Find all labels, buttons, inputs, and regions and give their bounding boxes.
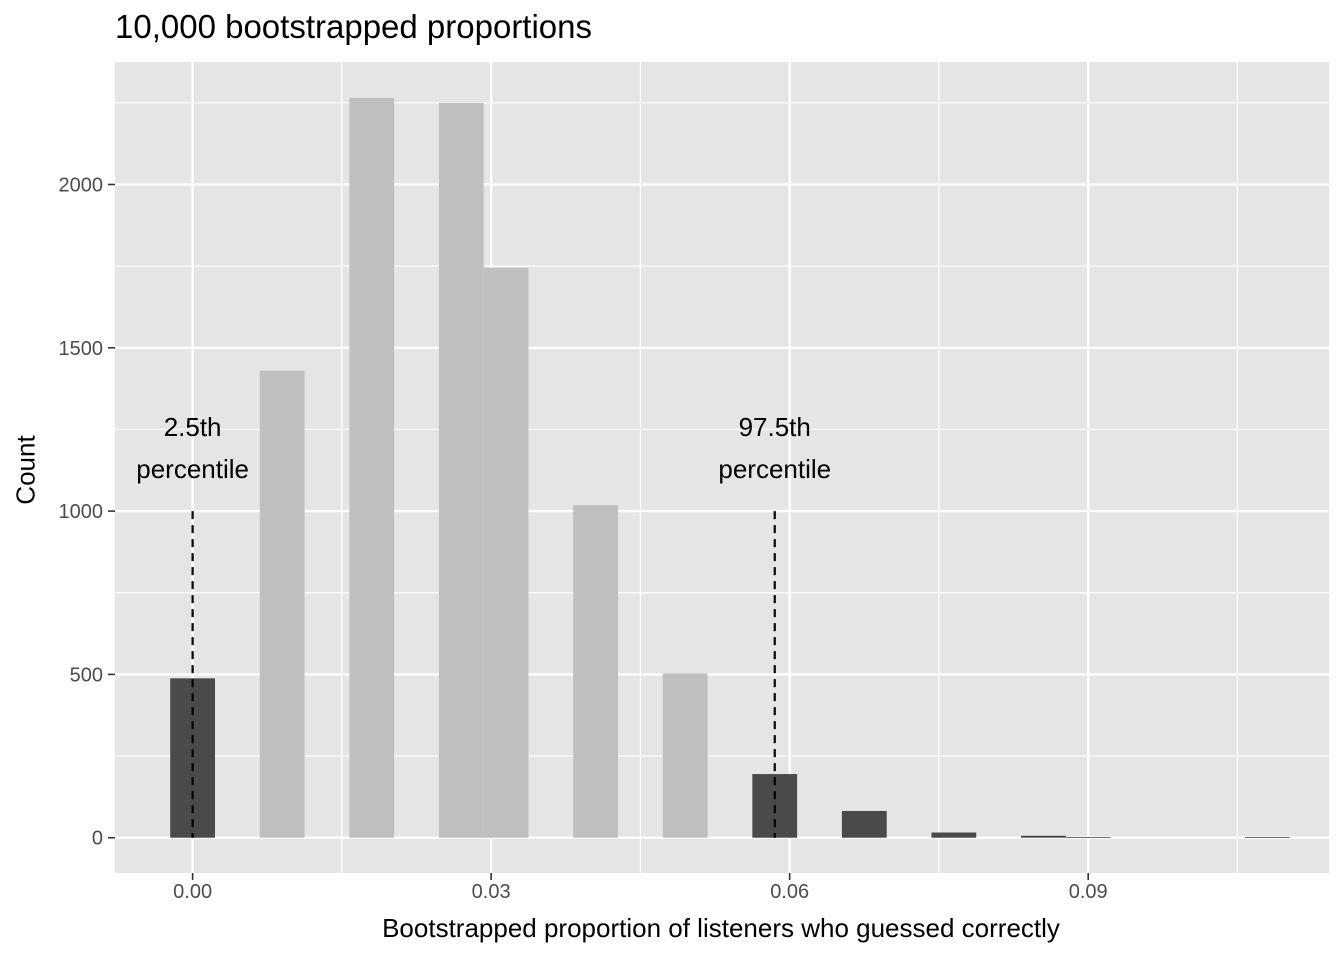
x-tick-label: 0.00 [173,881,212,903]
y-axis: 0 500 1000 1500 2000 [59,174,115,850]
x-tick-label: 0.09 [1069,881,1108,903]
percentile-label-line2: percentile [718,454,831,484]
histogram-bar [841,810,887,838]
x-tick-label: 0.06 [770,881,809,903]
bars [170,97,1290,838]
chart-title: 10,000 bootstrapped proportions [115,8,593,45]
histogram-bar [662,673,708,838]
percentile-label-line1: 2.5th [164,412,222,442]
percentile-lines [191,511,776,838]
histogram-bar [349,97,395,838]
plot-panel [115,62,1329,873]
y-tick-label: 0 [92,828,103,850]
minor-gridlines [115,62,1329,873]
major-gridlines [115,62,1329,873]
histogram-bar [1021,835,1066,838]
y-tick-label: 500 [70,664,103,686]
percentile-label-line1: 97.5th [739,412,811,442]
histogram-bar [170,678,216,838]
y-tick-label: 2000 [59,174,104,196]
histogram-bar [1244,837,1290,838]
histogram-bar [1065,837,1111,838]
y-tick-label: 1000 [59,501,104,523]
x-axis-label: Bootstrapped proportion of listeners who… [382,913,1060,943]
histogram-bar [483,267,529,838]
histogram-bar [438,102,484,838]
percentile-label-line2: percentile [136,454,249,484]
histogram-bar [573,505,619,838]
x-axis: 0.00 0.03 0.06 0.09 [173,873,1108,903]
y-tick-label: 1500 [59,338,104,360]
x-tick-label: 0.03 [472,881,511,903]
histogram-bar [259,370,305,838]
percentile-annotations: 2.5th percentile 97.5th percentile [136,412,831,484]
histogram-bar [931,832,977,838]
